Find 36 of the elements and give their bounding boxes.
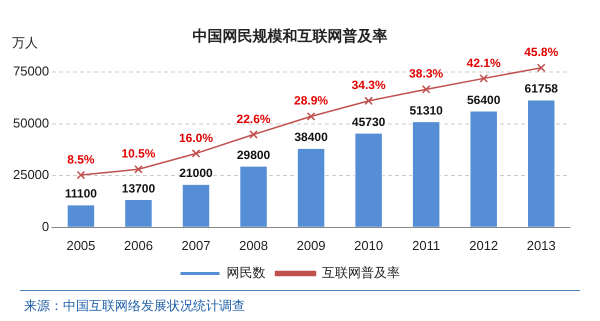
x-tick-label: 2006 bbox=[124, 238, 153, 253]
data-label: 10.5% bbox=[121, 146, 156, 161]
y-tick-label: 0 bbox=[42, 218, 50, 234]
data-label: 38.3% bbox=[409, 66, 444, 81]
y-tick-label: 50000 bbox=[12, 115, 50, 130]
x-tick-label: 2011 bbox=[412, 238, 440, 253]
data-label: 45730 bbox=[352, 114, 386, 129]
data-label: 8.5% bbox=[67, 152, 95, 166]
data-label: 38400 bbox=[294, 130, 328, 144]
source-note: 来源：中国互联网络发展状况统计调查 bbox=[24, 298, 245, 313]
legend-label: 网民数 bbox=[226, 265, 266, 280]
x-tick-label: 2009 bbox=[296, 238, 326, 253]
data-label: 21000 bbox=[179, 166, 214, 180]
data-label: 16.0% bbox=[178, 130, 214, 145]
y-tick-label: 25000 bbox=[12, 167, 50, 182]
y-axis-title: 万人 bbox=[12, 35, 38, 50]
y-tick-label: 75000 bbox=[12, 64, 50, 79]
legend-label: 互联网普及率 bbox=[322, 265, 400, 280]
x-tick-label: 2005 bbox=[66, 238, 96, 253]
data-label: 61758 bbox=[524, 82, 558, 96]
data-label: 42.1% bbox=[466, 56, 502, 70]
x-tick-label: 2012 bbox=[469, 238, 498, 253]
data-label: 22.6% bbox=[236, 112, 271, 126]
data-label: 11100 bbox=[64, 186, 98, 201]
x-tick-label: 2008 bbox=[239, 238, 268, 253]
data-label: 28.9% bbox=[294, 94, 328, 108]
data-label: 45.8% bbox=[524, 45, 559, 60]
x-tick-label: 2010 bbox=[354, 238, 384, 253]
data-label: 56400 bbox=[467, 92, 501, 107]
chart-title: 中国网民规模和互联网普及率 bbox=[192, 27, 388, 46]
x-tick-label: 2007 bbox=[182, 238, 210, 253]
data-label: 13700 bbox=[122, 181, 156, 196]
data-label: 51310 bbox=[409, 103, 444, 118]
x-tick-label: 2013 bbox=[526, 238, 556, 253]
data-label: 29800 bbox=[236, 148, 271, 162]
data-label: 34.3% bbox=[352, 78, 386, 92]
